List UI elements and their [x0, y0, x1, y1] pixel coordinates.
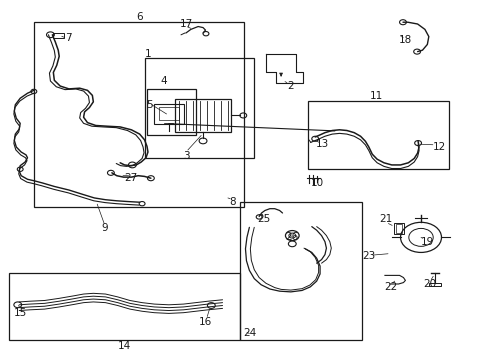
Text: 6: 6 — [136, 12, 142, 22]
Text: 13: 13 — [315, 139, 328, 149]
Bar — [393, 223, 403, 234]
Text: 20: 20 — [423, 279, 435, 289]
Bar — [175, 99, 231, 132]
Bar — [34, 22, 244, 207]
Text: 23: 23 — [362, 251, 375, 261]
Bar — [147, 89, 195, 135]
Bar — [144, 58, 254, 158]
Text: 15: 15 — [14, 308, 27, 318]
Text: 14: 14 — [118, 341, 131, 351]
Text: 11: 11 — [369, 91, 382, 101]
Text: 9: 9 — [102, 224, 108, 233]
Text: 21: 21 — [379, 215, 392, 224]
Bar — [395, 224, 402, 233]
Text: 25: 25 — [257, 215, 270, 224]
Text: 12: 12 — [432, 142, 445, 152]
Text: 16: 16 — [199, 317, 212, 327]
Bar — [159, 107, 178, 120]
Text: 24: 24 — [242, 328, 256, 338]
Text: 26: 26 — [285, 232, 298, 242]
Text: 5: 5 — [146, 100, 152, 110]
Text: 22: 22 — [384, 282, 397, 292]
Bar — [239, 202, 361, 339]
Text: 7: 7 — [64, 33, 71, 43]
Text: 8: 8 — [229, 197, 236, 207]
Text: 10: 10 — [310, 178, 324, 188]
Text: 1: 1 — [144, 49, 151, 59]
Bar — [9, 273, 239, 339]
Text: 18: 18 — [398, 35, 411, 45]
Bar — [53, 33, 64, 38]
Text: 19: 19 — [420, 237, 433, 247]
Text: 17: 17 — [179, 19, 192, 29]
Bar — [154, 104, 183, 124]
Text: 3: 3 — [183, 150, 189, 161]
Text: 4: 4 — [161, 76, 167, 86]
Text: 27: 27 — [124, 173, 138, 183]
Bar — [428, 283, 440, 286]
Bar — [307, 101, 448, 169]
Text: 2: 2 — [286, 81, 293, 91]
